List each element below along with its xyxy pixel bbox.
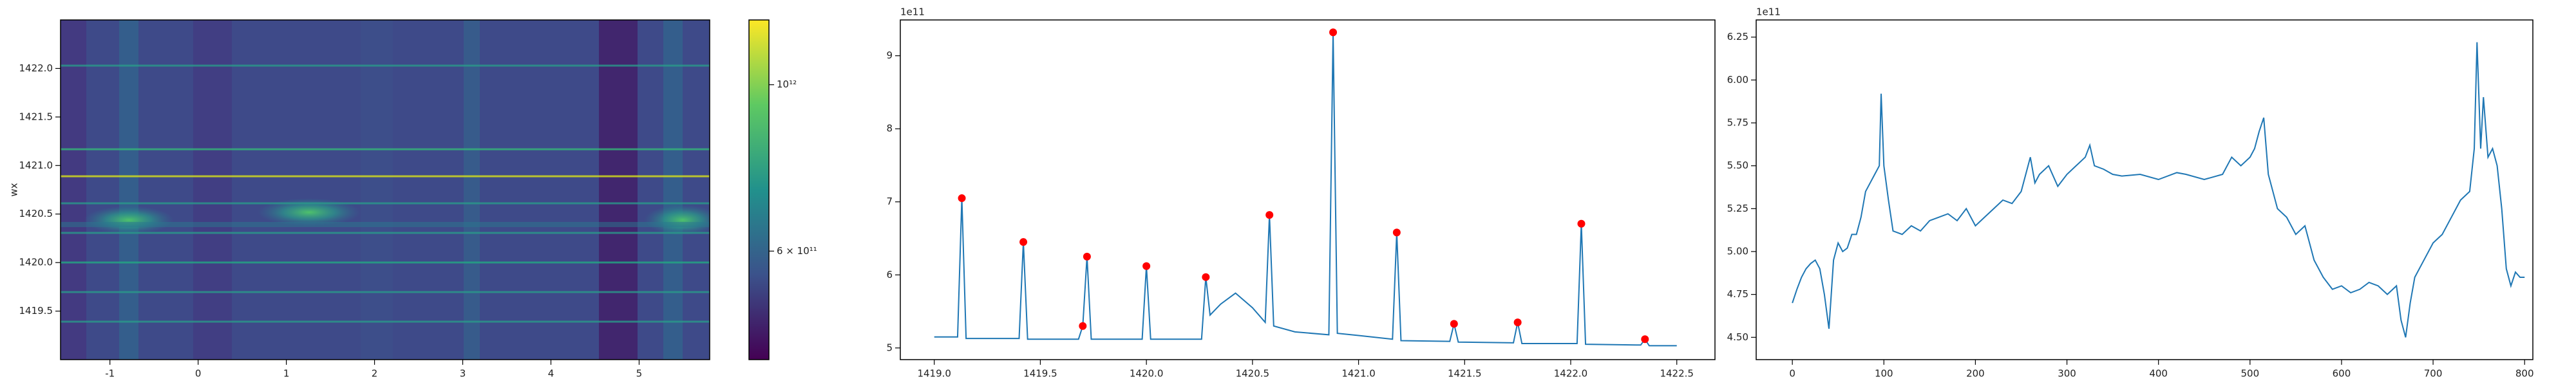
y-tick-label: 1421.0 <box>19 160 53 171</box>
x-tick-label: 500 <box>2240 368 2259 380</box>
heatmap-image <box>61 20 710 360</box>
x-tick-label: 600 <box>2333 368 2351 380</box>
peak-marker <box>1142 262 1151 270</box>
x-tick-label: 700 <box>2424 368 2443 380</box>
peak-marker <box>958 194 966 203</box>
y-tick-label: 4.50 <box>1727 331 1748 343</box>
y-tick-label: 4.75 <box>1727 288 1748 300</box>
x-tick-label: 800 <box>2515 368 2534 380</box>
x-tick-label: 1422.5 <box>1660 368 1694 380</box>
peak-marker <box>1265 211 1274 219</box>
colorbar-frame <box>748 19 770 360</box>
y-tick-label: 1422.0 <box>19 62 53 74</box>
y-tick-label: 5 <box>886 342 893 353</box>
x-tick-label: 0 <box>195 368 202 380</box>
y-tick-label: 8 <box>886 123 893 134</box>
colorbar <box>749 20 769 360</box>
x-tick-label: 1421.0 <box>1341 368 1376 380</box>
y-tick-label: 6.25 <box>1727 31 1748 42</box>
peak-marker <box>1577 219 1586 228</box>
peak-marker <box>1450 320 1458 328</box>
x-tick-label: 4 <box>548 368 554 380</box>
y-axis-label: wx <box>8 183 20 196</box>
y-tick-label: 5.25 <box>1727 203 1748 214</box>
line <box>1792 42 2525 338</box>
peak-marker <box>1083 252 1091 261</box>
x-tick-label: 0 <box>1789 368 1795 380</box>
peak-marker <box>1329 28 1338 37</box>
x-tick-label: -1 <box>105 368 115 380</box>
colorbar-tick-label: 6 × 10¹¹ <box>777 245 817 257</box>
y-tick-label: 6 <box>886 269 893 280</box>
y-tick-label: 1420.5 <box>19 208 53 219</box>
x-tick-label: 3 <box>460 368 466 380</box>
peak-marker <box>1641 335 1649 344</box>
x-tick-label: 100 <box>1875 368 1893 380</box>
axes-frame <box>60 19 710 360</box>
y-tick-label: 1419.5 <box>19 305 53 317</box>
x-tick-label: 400 <box>2149 368 2168 380</box>
x-tick-label: 5 <box>636 368 643 380</box>
peak-marker <box>1392 228 1401 237</box>
x-tick-label: 2 <box>372 368 378 380</box>
y-tick-label: 7 <box>886 196 893 207</box>
line <box>934 32 1677 347</box>
x-tick-label: 1421.5 <box>1448 368 1482 380</box>
y-tick-label: 6.00 <box>1727 74 1748 86</box>
y-tick-label: 5.00 <box>1727 246 1748 257</box>
colorbar-tick-label: 10¹² <box>777 78 797 90</box>
x-tick-label: 1420.5 <box>1236 368 1270 380</box>
peak-marker <box>1513 318 1522 327</box>
y-offset-label: 1e11 <box>900 6 925 18</box>
y-tick-label: 5.50 <box>1727 160 1748 171</box>
x-tick-label: 1419.5 <box>1023 368 1057 380</box>
axes-frame <box>900 19 1716 360</box>
y-offset-label: 1e11 <box>1756 6 1781 18</box>
peak-marker <box>1079 322 1087 330</box>
x-tick-label: 1419.0 <box>917 368 951 380</box>
y-tick-label: 1421.5 <box>19 111 53 122</box>
y-tick-label: 5.75 <box>1727 117 1748 129</box>
x-tick-label: 1422.0 <box>1554 368 1588 380</box>
y-tick-label: 9 <box>886 50 893 61</box>
peak-marker <box>1202 273 1210 281</box>
peak-marker <box>1019 238 1028 246</box>
x-tick-label: 300 <box>2058 368 2076 380</box>
x-tick-label: 1420.0 <box>1130 368 1164 380</box>
x-tick-label: 1 <box>283 368 290 380</box>
x-tick-label: 200 <box>1966 368 1985 380</box>
y-tick-label: 1420.0 <box>19 257 53 268</box>
axes-frame <box>1756 19 2533 360</box>
